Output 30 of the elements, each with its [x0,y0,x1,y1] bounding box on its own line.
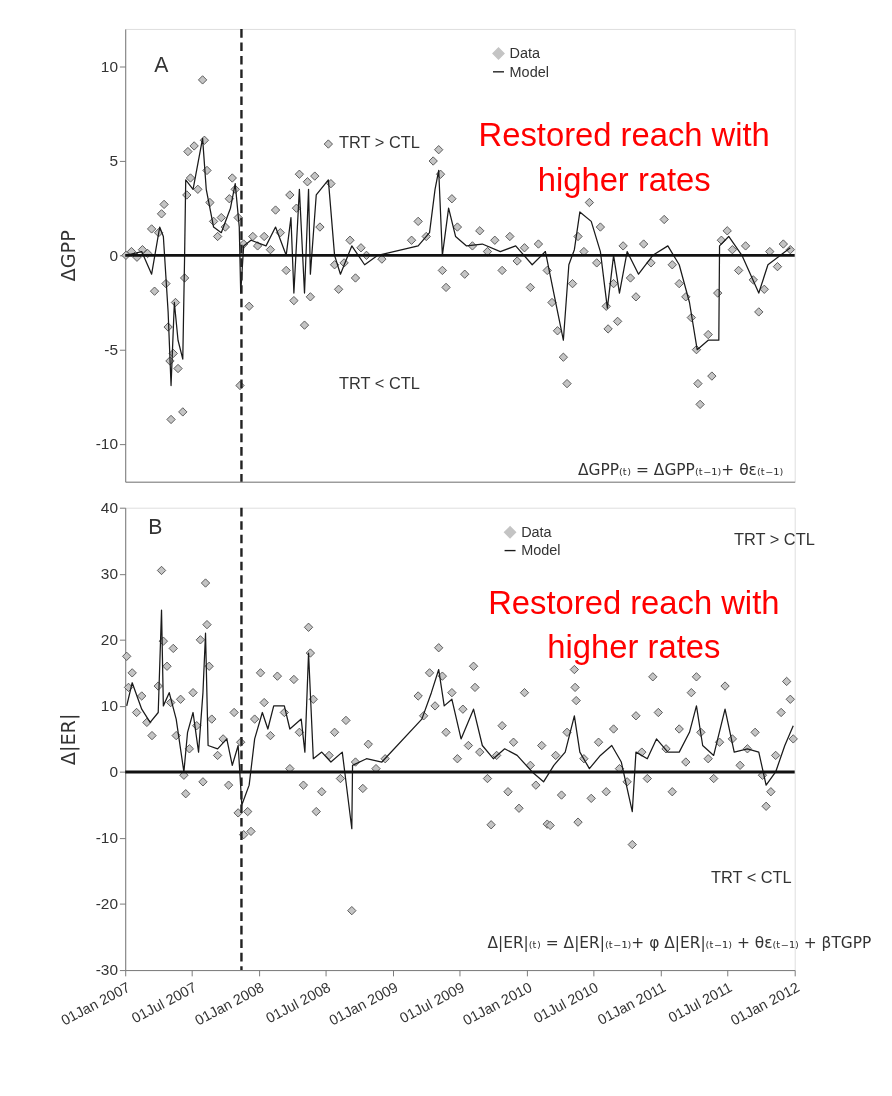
annotation: TRT > CTL [734,530,815,549]
annotation: B [148,514,163,538]
annotation: ΔGPP₍ₜ₎ = ΔGPP₍ₜ₋₁₎+ θε₍ₜ₋₁₎ [577,460,784,479]
y-tick-label: -10 [95,829,118,847]
annotation: Restored reach with higher rates [478,116,770,198]
legend-label: Data [509,45,542,62]
annotation: Restored reach with higher rates [488,583,780,665]
y-tick-label: -5 [104,340,118,358]
legend-label: Data [521,524,553,541]
annotation: A [154,53,170,77]
annotation: TRT < CTL [710,868,792,887]
legend-label: Model [509,63,549,80]
annotation: Δ|ER|₍ₜ₎ = Δ|ER|₍ₜ₋₁₎+ φ Δ|ER|₍ₜ₋₁₎ + θε₍ₜ₋₁₎ + βTGPP [487,933,872,952]
y-tick-label: 5 [109,152,118,170]
y-tick-label: 10 [100,697,118,715]
y-tick-label: 30 [100,565,118,583]
y-tick-label: -30 [95,961,118,979]
y-tick-label: 0 [109,246,118,264]
y-axis-title: Δ|ER| [56,713,80,766]
y-tick-label: 40 [100,499,118,517]
y-tick-label: 10 [100,57,118,75]
x-tick-label: 01Jan 2007 [58,978,133,1029]
y-tick-label: -20 [95,895,118,913]
annotation: TRT < CTL [339,374,420,393]
annotation: TRT > CTL [339,133,420,152]
y-tick-label: 0 [109,763,118,781]
y-axis-title: ΔGPP [56,230,80,282]
y-tick-label: -10 [95,435,118,453]
y-tick-label: 20 [100,631,118,649]
legend-label: Model [521,542,561,559]
